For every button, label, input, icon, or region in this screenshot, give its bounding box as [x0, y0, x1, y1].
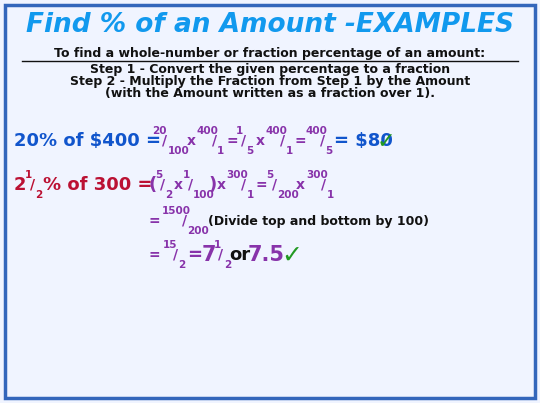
Text: 2: 2: [36, 189, 43, 199]
Text: =: =: [148, 248, 160, 262]
Text: 1500: 1500: [162, 206, 191, 216]
Text: =: =: [255, 178, 267, 192]
Text: /: /: [30, 178, 35, 192]
Text: /: /: [280, 134, 286, 148]
Text: 1: 1: [286, 145, 293, 156]
Text: 2: 2: [14, 176, 26, 194]
Text: (with the Amount written as a fraction over 1).: (with the Amount written as a fraction o…: [105, 87, 435, 100]
Text: /: /: [241, 178, 246, 192]
Text: 2: 2: [224, 260, 231, 270]
Text: =: =: [295, 134, 307, 148]
Text: /: /: [212, 134, 217, 148]
Text: 1: 1: [236, 127, 243, 137]
Text: Find % of an Amount -EXAMPLES: Find % of an Amount -EXAMPLES: [26, 12, 514, 38]
Text: 2: 2: [179, 260, 186, 270]
Text: /: /: [182, 214, 187, 228]
Text: Step 2 - Multiply the Fraction from Step 1 by the Amount: Step 2 - Multiply the Fraction from Step…: [70, 75, 470, 87]
Text: or: or: [230, 246, 251, 264]
Text: 100: 100: [167, 145, 189, 156]
Text: /: /: [160, 178, 165, 192]
Text: 1: 1: [213, 241, 221, 251]
Text: x: x: [173, 178, 183, 192]
Text: x: x: [255, 134, 265, 148]
Text: 400: 400: [197, 127, 218, 137]
Text: 7.5: 7.5: [247, 245, 285, 265]
Text: Step 1 - Convert the given percentage to a fraction: Step 1 - Convert the given percentage to…: [90, 62, 450, 75]
Text: 300: 300: [226, 170, 248, 181]
Text: /: /: [241, 134, 246, 148]
Text: ): ): [208, 176, 216, 194]
Text: 20% of $400 =: 20% of $400 =: [14, 132, 161, 150]
Text: 5: 5: [246, 145, 254, 156]
Text: 1: 1: [183, 170, 190, 181]
Text: /: /: [173, 248, 178, 262]
Text: 5: 5: [326, 145, 333, 156]
Text: 15: 15: [163, 241, 178, 251]
Text: 1: 1: [327, 189, 334, 199]
Text: x: x: [217, 178, 226, 192]
Text: 300: 300: [306, 170, 328, 181]
Text: 2: 2: [165, 189, 173, 199]
Text: 100: 100: [193, 189, 215, 199]
Text: 5: 5: [155, 170, 162, 181]
Text: /: /: [321, 178, 326, 192]
Text: 1: 1: [217, 145, 224, 156]
Text: (Divide top and bottom by 100): (Divide top and bottom by 100): [208, 214, 429, 228]
Text: x: x: [296, 178, 305, 192]
Text: 200: 200: [187, 226, 210, 235]
Text: To find a whole-number or fraction percentage of an amount:: To find a whole-number or fraction perce…: [55, 48, 485, 60]
Text: /: /: [187, 178, 193, 192]
Text: ✓: ✓: [376, 132, 395, 152]
Text: /: /: [219, 248, 224, 262]
Text: /: /: [320, 134, 325, 148]
Text: % of 300 =: % of 300 =: [43, 176, 152, 194]
Text: ✓: ✓: [281, 244, 302, 268]
Text: 1: 1: [246, 189, 254, 199]
Text: 20: 20: [152, 127, 166, 137]
Text: 7: 7: [201, 245, 216, 265]
Text: =: =: [187, 246, 202, 264]
Text: 400: 400: [305, 127, 327, 137]
Text: 1: 1: [25, 170, 32, 181]
Text: /: /: [162, 134, 167, 148]
Text: x: x: [186, 134, 195, 148]
Text: = $80: = $80: [334, 132, 393, 150]
Text: 200: 200: [277, 189, 299, 199]
Text: 400: 400: [266, 127, 287, 137]
Text: /: /: [272, 178, 276, 192]
FancyBboxPatch shape: [5, 5, 535, 398]
Text: =: =: [148, 214, 160, 228]
Text: =: =: [226, 134, 238, 148]
Text: (: (: [148, 176, 156, 194]
Text: 5: 5: [267, 170, 274, 181]
